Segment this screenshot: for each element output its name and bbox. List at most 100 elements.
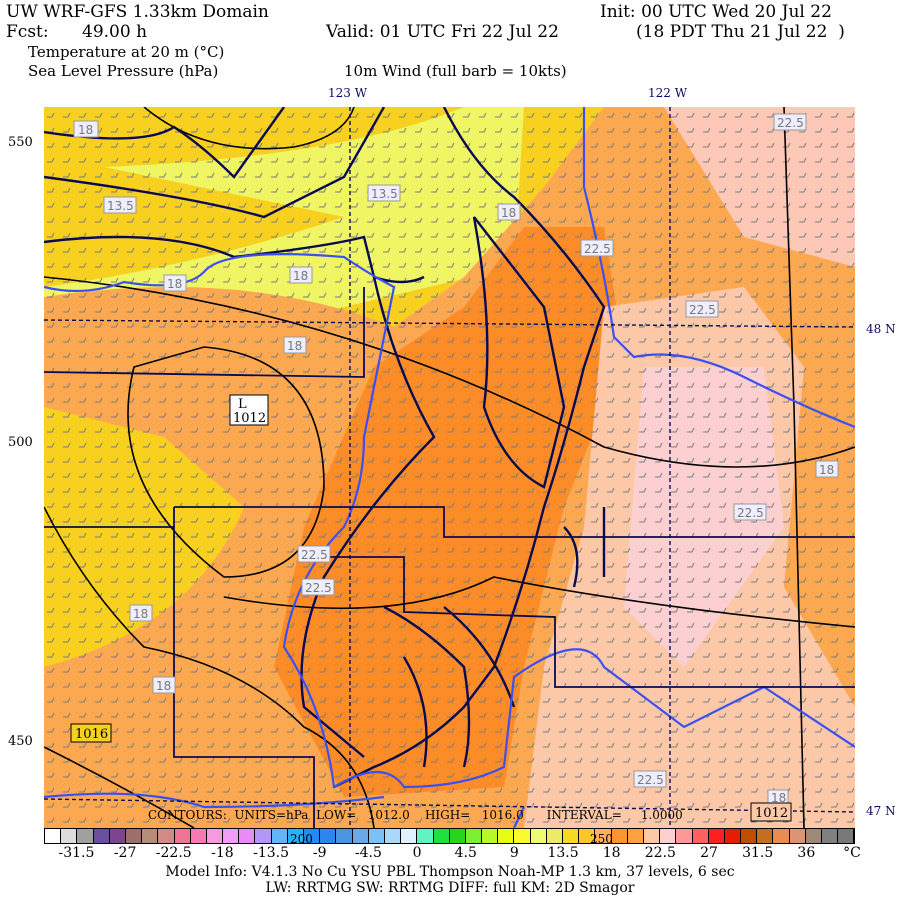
color-bar-label: 27	[700, 845, 718, 861]
coastlines	[44, 107, 606, 789]
color-swatch	[449, 829, 466, 843]
color-swatch	[595, 829, 612, 843]
color-swatch	[773, 829, 790, 843]
isotherm-labels: 18 13.5 13.5 18 18 18 18 18 22.5 22.5 22…	[73, 113, 839, 805]
color-swatch	[336, 829, 353, 843]
y-tick-550: 550	[8, 135, 33, 150]
y-tick-500: 500	[8, 435, 33, 450]
svg-text:22.5: 22.5	[689, 303, 716, 317]
weather-map[interactable]: 18 13.5 13.5 18 18 18 18 18 22.5 22.5 22…	[44, 107, 855, 828]
isobar-labels: 1016 1012	[70, 723, 792, 822]
county-boundaries	[44, 287, 855, 828]
init-time: Init: 00 UTC Wed 20 Jul 22	[600, 2, 832, 22]
color-bar-label: 9	[509, 845, 519, 861]
color-bar-label: -9	[312, 845, 327, 861]
color-swatch	[724, 829, 742, 843]
svg-text:18: 18	[293, 269, 308, 283]
forecast-hour: 49.00 h	[82, 22, 148, 42]
lat-label-47n: 47 N	[866, 804, 896, 818]
valid-time: Valid: 01 UTC Fri 22 Jul 22	[326, 22, 559, 42]
svg-text:18: 18	[156, 679, 171, 693]
color-swatch	[384, 829, 402, 843]
color-swatch	[757, 829, 774, 843]
color-swatch	[660, 829, 677, 843]
svg-text:22.5: 22.5	[737, 506, 764, 520]
svg-text:18: 18	[287, 339, 302, 353]
color-swatch	[368, 829, 385, 843]
color-swatch	[304, 829, 321, 843]
color-bar-label: 0	[412, 845, 422, 861]
color-swatch	[627, 829, 644, 843]
svg-text:18: 18	[501, 206, 516, 220]
svg-text:22.5: 22.5	[305, 581, 332, 595]
color-swatch	[530, 829, 547, 843]
color-swatch	[45, 829, 62, 843]
color-swatch	[255, 829, 272, 843]
color-swatch	[174, 829, 191, 843]
color-bar-label: -27	[113, 845, 137, 861]
color-swatch	[287, 829, 304, 843]
color-swatch	[643, 829, 661, 843]
isobars	[44, 107, 855, 828]
color-bar-label: 4.5	[454, 845, 477, 861]
color-swatch	[546, 829, 563, 843]
lon-label-123w: 123 W	[328, 86, 368, 100]
color-swatch	[142, 829, 159, 843]
color-swatch	[417, 829, 434, 843]
svg-text:18: 18	[771, 791, 786, 805]
svg-text:18: 18	[167, 277, 182, 291]
svg-text:L: L	[238, 397, 247, 412]
color-swatch	[77, 829, 94, 843]
color-swatch	[692, 829, 709, 843]
color-swatch	[239, 829, 256, 843]
color-swatch	[125, 829, 143, 843]
color-swatch	[158, 829, 175, 843]
color-swatch	[206, 829, 224, 843]
lon-label-122w: 122 W	[648, 86, 688, 100]
color-swatch	[93, 829, 110, 843]
color-swatch	[320, 829, 337, 843]
color-swatch	[223, 829, 240, 843]
model-info: Model Info: V4.1.3 No Cu YSU PBL Thompso…	[165, 864, 735, 880]
color-swatch	[579, 829, 596, 843]
color-bar-label: -31.5	[58, 845, 95, 861]
svg-text:22.5: 22.5	[637, 773, 664, 787]
svg-text:1016: 1016	[75, 727, 108, 742]
bar-overlay-250: 250	[590, 832, 613, 846]
forecast-label: Fcst:	[6, 22, 49, 42]
color-swatch	[611, 829, 628, 843]
svg-text:18: 18	[133, 607, 148, 621]
lat-label-48n: 48 N	[866, 322, 896, 336]
color-swatch	[805, 829, 822, 843]
color-swatch	[271, 829, 288, 843]
svg-text:13.5: 13.5	[371, 187, 398, 201]
color-bar-label: -13.5	[253, 845, 290, 861]
color-bar-label: -4.5	[354, 845, 382, 861]
contour-info: CONTOURS: UNITS=hPa LOW= 1012.0 HIGH= 10…	[148, 808, 683, 822]
color-bar-label: -18	[211, 845, 234, 861]
color-swatch	[352, 829, 369, 843]
color-swatch	[190, 829, 207, 843]
color-swatch	[741, 829, 758, 843]
color-swatch	[61, 829, 78, 843]
color-swatch	[465, 829, 483, 843]
model-title: UW WRF-GFS 1.33km Domain	[6, 2, 269, 22]
model-physics: LW: RRTMG SW: RRTMG DIFF: full KM: 2D Sm…	[265, 880, 635, 896]
color-bar-label: 36	[797, 845, 816, 861]
y-tick-450: 450	[8, 734, 33, 749]
wind-barbs	[44, 107, 855, 828]
color-swatch	[433, 829, 450, 843]
bar-overlay-200: 200	[290, 832, 313, 846]
field-temperature: Temperature at 20 m (°C)	[28, 43, 225, 61]
svg-text:1012: 1012	[233, 411, 266, 426]
svg-text:22.5: 22.5	[777, 116, 804, 130]
field-pressure: Sea Level Pressure (hPa)	[28, 62, 219, 80]
color-swatch	[822, 829, 839, 843]
svg-text:22.5: 22.5	[301, 548, 328, 562]
local-time: (18 PDT Thu 21 Jul 22 )	[636, 22, 845, 42]
color-swatch	[789, 829, 806, 843]
color-bar-unit: °C	[843, 845, 861, 861]
color-bar	[44, 828, 855, 844]
color-swatch	[514, 829, 531, 843]
color-swatch	[401, 829, 418, 843]
